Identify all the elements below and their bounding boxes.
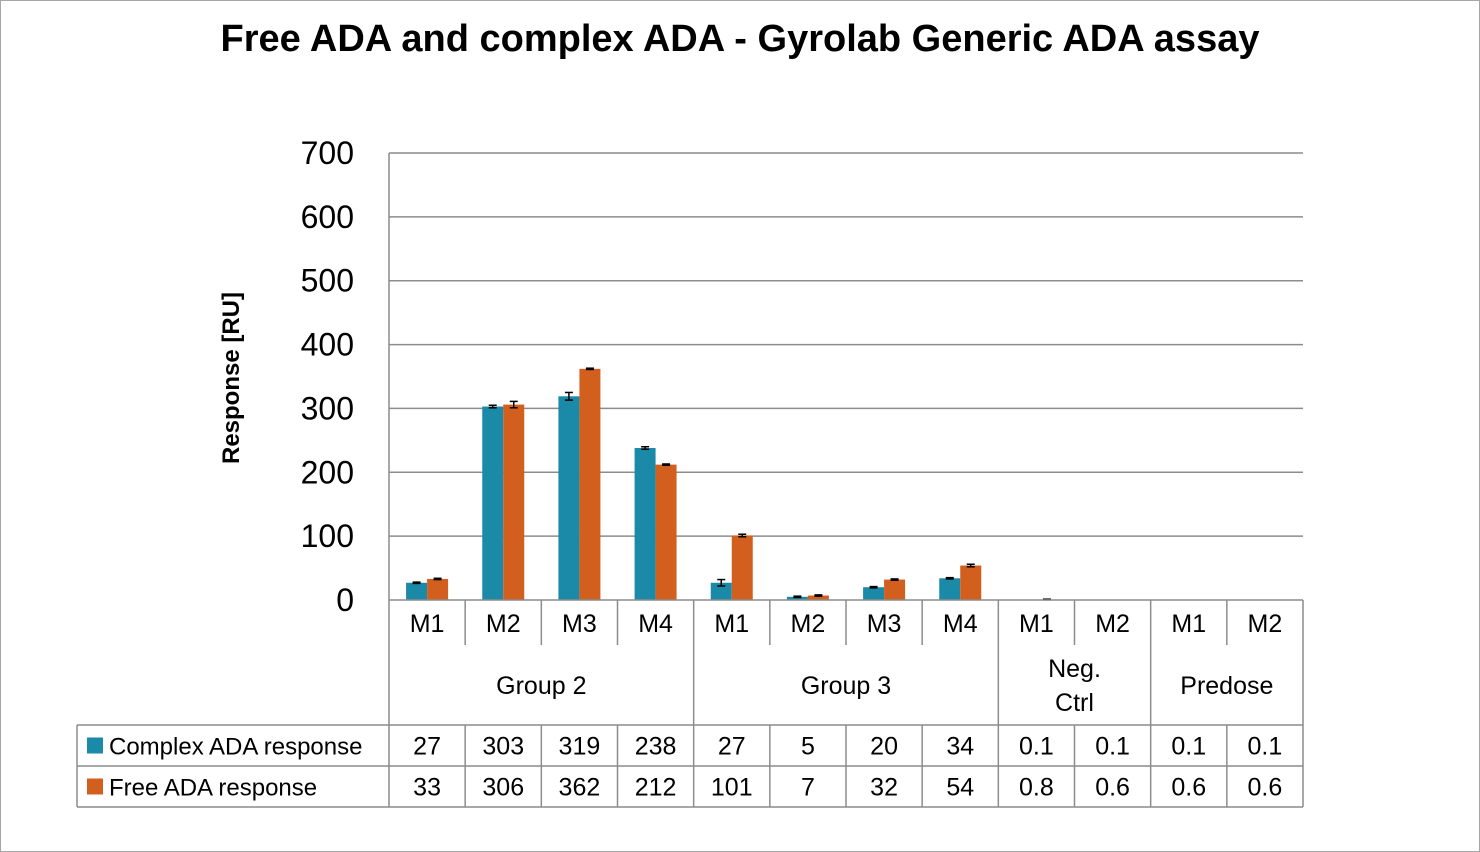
chart-title: Free ADA and complex ADA - Gyrolab Gener… bbox=[220, 18, 1260, 60]
group-label: Predose bbox=[1180, 672, 1273, 700]
bar bbox=[939, 578, 961, 600]
bar bbox=[482, 406, 504, 600]
group-label: Ctrl bbox=[1055, 689, 1094, 717]
bar bbox=[863, 587, 885, 600]
group-label: Group 3 bbox=[801, 672, 891, 700]
data-table-value: 54 bbox=[946, 774, 974, 802]
data-table-value: 212 bbox=[635, 774, 677, 802]
data-table-value: 0.6 bbox=[1171, 774, 1206, 802]
data-table-value: 0.6 bbox=[1248, 774, 1283, 802]
category-label: M1 bbox=[1019, 610, 1054, 638]
category-label: M3 bbox=[562, 610, 597, 638]
data-table-value: 0.1 bbox=[1171, 733, 1206, 761]
data-table-value: 34 bbox=[946, 733, 974, 761]
y-tick-label: 200 bbox=[301, 454, 354, 490]
bar bbox=[960, 565, 982, 600]
data-table-value: 27 bbox=[413, 733, 441, 761]
data-table-value: 101 bbox=[711, 774, 753, 802]
y-tick-label: 100 bbox=[301, 518, 354, 554]
y-tick-label: 0 bbox=[336, 582, 354, 618]
bar bbox=[731, 535, 753, 600]
data-table-value: 20 bbox=[870, 733, 898, 761]
data-table-value: 0.1 bbox=[1248, 733, 1283, 761]
data-table-value: 32 bbox=[870, 774, 898, 802]
data-table-value: 0.6 bbox=[1095, 774, 1130, 802]
category-label: M1 bbox=[410, 610, 445, 638]
data-table-value: 0.8 bbox=[1019, 774, 1054, 802]
category-label: M2 bbox=[1248, 610, 1283, 638]
bar bbox=[655, 464, 677, 600]
group-label: Neg. bbox=[1048, 655, 1101, 683]
data-table-value: 0.1 bbox=[1019, 733, 1054, 761]
y-tick-label: 600 bbox=[301, 199, 354, 235]
group-label: Group 2 bbox=[496, 672, 586, 700]
category-label: M1 bbox=[1171, 610, 1206, 638]
data-table: M1 M2 M3 M4 M1 M2 M3 M4 M1 M2 M1 M2 Group 2 Group 3 Ne… bbox=[76, 599, 1304, 808]
bar bbox=[884, 579, 906, 600]
data-table-value: 0.1 bbox=[1095, 733, 1130, 761]
data-table-value: 7 bbox=[801, 774, 815, 802]
data-table-value: 238 bbox=[635, 733, 677, 761]
gridlines bbox=[388, 152, 1303, 600]
data-table-value: 319 bbox=[559, 733, 601, 761]
bar bbox=[807, 595, 829, 600]
category-label: M2 bbox=[791, 610, 826, 638]
y-tick-label: 300 bbox=[301, 390, 354, 426]
data-table-value: 362 bbox=[559, 774, 601, 802]
legend-label: Complex ADA response bbox=[109, 734, 362, 761]
category-label: M2 bbox=[1095, 610, 1130, 638]
y-tick-label: 700 bbox=[301, 135, 354, 171]
bars bbox=[406, 367, 1286, 601]
y-tick-label: 500 bbox=[301, 263, 354, 299]
data-table-value: 306 bbox=[482, 774, 524, 802]
bar bbox=[579, 368, 601, 600]
bar bbox=[427, 578, 449, 600]
y-axis-ticks: 0 100 200 300 400 500 600 700 bbox=[301, 135, 354, 618]
bar bbox=[786, 596, 808, 600]
data-table-value: 303 bbox=[482, 733, 524, 761]
legend-key bbox=[87, 737, 103, 754]
data-table-value: 33 bbox=[413, 774, 441, 802]
bar bbox=[710, 582, 732, 600]
bar bbox=[558, 396, 580, 600]
bar bbox=[406, 582, 428, 600]
category-label: M2 bbox=[486, 610, 521, 638]
data-table-value: 5 bbox=[801, 733, 815, 761]
data-table-value: 27 bbox=[718, 733, 746, 761]
bar bbox=[634, 448, 656, 600]
legend-label: Free ADA response bbox=[109, 775, 317, 802]
category-label: M3 bbox=[867, 610, 902, 638]
legend-key bbox=[87, 778, 103, 795]
y-tick-label: 400 bbox=[301, 327, 354, 363]
category-label: M4 bbox=[943, 610, 978, 638]
bar bbox=[503, 404, 525, 600]
category-label: M1 bbox=[714, 610, 749, 638]
category-label: M4 bbox=[638, 610, 673, 638]
